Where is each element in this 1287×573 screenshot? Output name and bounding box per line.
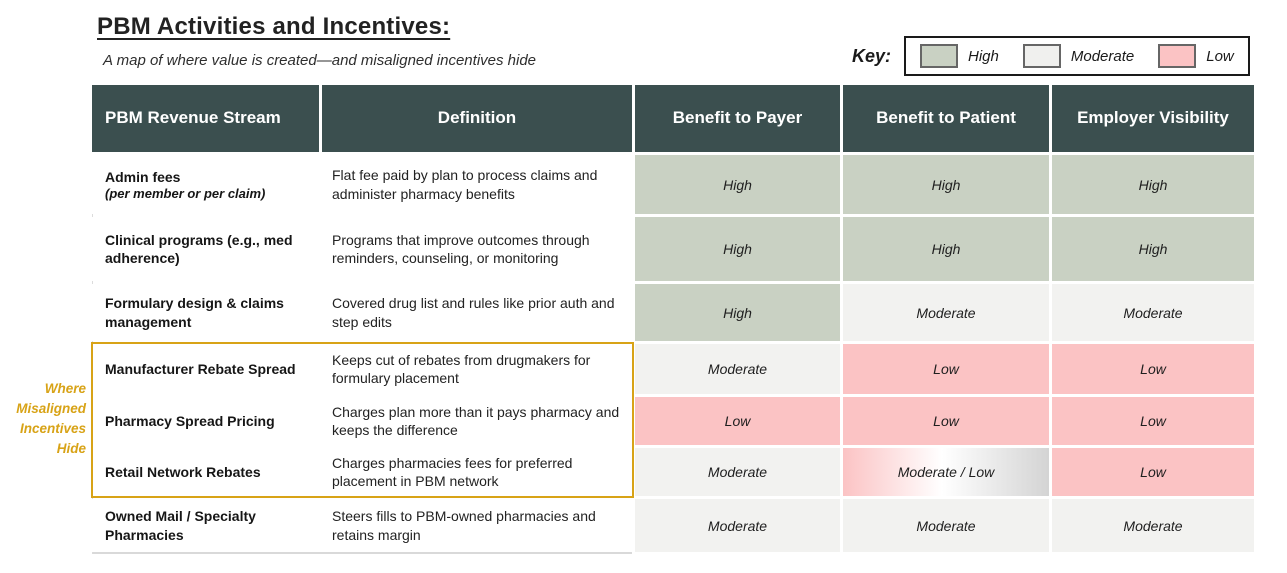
key-item: High xyxy=(920,44,999,68)
key-item-label: Moderate xyxy=(1070,47,1135,65)
definition-cell: Charges plan more than it pays pharmacy … xyxy=(322,397,632,445)
revenue-stream-name: Pharmacy Spread Pricing xyxy=(105,412,275,429)
benefit-to-payer-cell: Moderate xyxy=(635,344,840,394)
revenue-stream-name: Owned Mail / Specialty Pharmacies xyxy=(105,508,256,543)
annotation-line: Incentives xyxy=(19,420,86,436)
revenue-stream-cell: Retail Network Rebates xyxy=(92,448,319,496)
benefit-to-payer-cell: Moderate xyxy=(635,448,840,496)
definition-cell: Programs that improve outcomes through r… xyxy=(322,217,632,281)
revenue-stream-note: (per member or per claim) xyxy=(105,186,266,202)
definition-cell: Flat fee paid by plan to process claims … xyxy=(322,155,632,214)
revenue-stream-name: Retail Network Rebates xyxy=(105,463,261,480)
key-label: Key: xyxy=(852,45,892,66)
misaligned-annotation: Where Misaligned Incentives Hide xyxy=(2,379,86,459)
benefit-to-patient-cell: High xyxy=(843,155,1049,214)
annotation-line: Where xyxy=(44,381,86,396)
benefit-to-payer-cell: High xyxy=(635,155,840,214)
benefit-to-patient-cell: Moderate xyxy=(843,499,1049,552)
low-swatch xyxy=(1158,44,1197,68)
revenue-stream-cell: Owned Mail / Specialty Pharmacies xyxy=(92,499,319,552)
key-legend: Key: High Moderate Low xyxy=(852,36,1250,76)
revenue-stream-name: Admin fees xyxy=(105,168,181,185)
employer-visibility-cell: Moderate xyxy=(1052,499,1254,552)
key-item-label: High xyxy=(968,47,999,65)
employer-visibility-cell: Low xyxy=(1052,397,1254,445)
annotation-line: Misaligned xyxy=(16,400,86,416)
high-swatch xyxy=(920,44,959,68)
employer-visibility-cell: Moderate xyxy=(1052,284,1254,341)
revenue-stream-cell: Clinical programs (e.g., med adherence) xyxy=(92,217,319,281)
revenue-stream-cell: Pharmacy Spread Pricing xyxy=(92,397,319,445)
revenue-stream-name: Clinical programs (e.g., med adherence) xyxy=(105,231,293,266)
header-definition: Definition xyxy=(322,85,632,152)
benefit-to-payer-cell: High xyxy=(635,284,840,341)
benefit-to-payer-cell: Low xyxy=(635,397,840,445)
benefit-to-payer-cell: High xyxy=(635,217,840,281)
revenue-stream-cell: Manufacturer Rebate Spread xyxy=(92,344,319,394)
moderate-swatch xyxy=(1022,44,1061,68)
header-benefit-to-payer: Benefit to Payer xyxy=(635,85,840,152)
revenue-stream-cell: Formulary design & claims management xyxy=(92,284,319,341)
header-pbm-revenue-stream: PBM Revenue Stream xyxy=(92,85,319,152)
header-employer-visibility: Employer Visibility xyxy=(1052,85,1254,152)
page-subtitle: A map of where value is created—and misa… xyxy=(103,52,537,69)
definition-cell: Keeps cut of rebates from drugmakers for… xyxy=(322,344,632,394)
revenue-stream-cell: Admin fees (per member or per claim) xyxy=(92,155,319,214)
benefit-to-patient-cell: Moderate xyxy=(843,284,1049,341)
revenue-stream-name: Manufacturer Rebate Spread xyxy=(105,360,296,377)
benefit-to-patient-cell: High xyxy=(843,217,1049,281)
key-box: High Moderate Low xyxy=(904,36,1250,76)
annotation-line: Hide xyxy=(56,440,86,456)
header-benefit-to-patient: Benefit to Patient xyxy=(843,85,1049,152)
pbm-table: PBM Revenue Stream Definition Benefit to… xyxy=(92,85,1254,552)
employer-visibility-cell: Low xyxy=(1052,344,1254,394)
page-title: PBM Activities and Incentives: xyxy=(97,13,451,40)
benefit-to-patient-cell: Moderate / Low xyxy=(843,448,1049,496)
key-item-label: Low xyxy=(1206,47,1234,65)
benefit-to-patient-cell: Low xyxy=(843,344,1049,394)
benefit-to-patient-cell: Low xyxy=(843,397,1049,445)
employer-visibility-cell: High xyxy=(1052,155,1254,214)
key-item: Low xyxy=(1158,44,1234,68)
definition-cell: Charges pharmacies fees for preferred pl… xyxy=(322,448,632,496)
definition-cell: Steers fills to PBM-owned pharmacies and… xyxy=(322,499,632,552)
employer-visibility-cell: High xyxy=(1052,217,1254,281)
key-item: Moderate xyxy=(1022,44,1135,68)
definition-cell: Covered drug list and rules like prior a… xyxy=(322,284,632,341)
employer-visibility-cell: Low xyxy=(1052,448,1254,496)
benefit-to-payer-cell: Moderate xyxy=(635,499,840,552)
table-wrap: PBM Revenue Stream Definition Benefit to… xyxy=(91,85,1254,554)
revenue-stream-name: Formulary design & claims management xyxy=(105,295,284,330)
